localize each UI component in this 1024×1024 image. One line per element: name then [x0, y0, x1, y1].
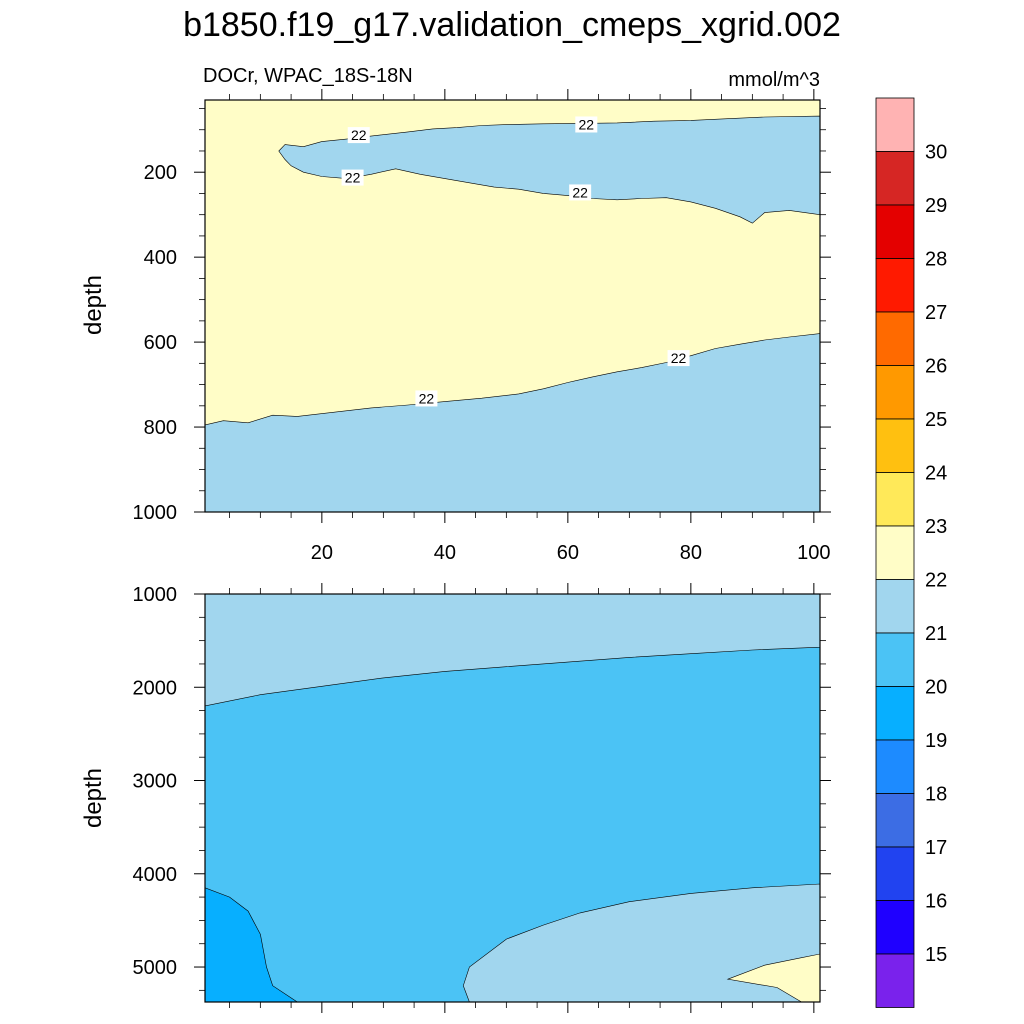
y-tick-label: 5000	[133, 957, 178, 979]
contour-label: 22	[569, 184, 592, 201]
colorbar-label: 15	[925, 944, 947, 966]
colorbar-label: 22	[925, 570, 947, 592]
y-tick-label: 3000	[133, 771, 178, 793]
y-axis-label: depth	[80, 275, 107, 335]
contour-label-text: 22	[351, 127, 367, 143]
main-title: b1850.f19_g17.validation_cmeps_xgrid.002	[183, 6, 841, 44]
colorbar-label: 17	[925, 837, 947, 859]
colorbar-box	[875, 311, 915, 366]
top-axes: 20 40 60 80 100 200 400 600 800 1000	[133, 89, 831, 564]
contour-label-text: 22	[579, 116, 595, 132]
contour-label-text: 22	[671, 350, 687, 366]
colorbar-label: 27	[925, 302, 947, 324]
colorbar-box	[875, 151, 915, 206]
contour-label-bg	[415, 390, 438, 407]
y-axis-label: depth	[80, 768, 107, 828]
colorbar-box	[875, 686, 915, 741]
colorbar-label: 25	[925, 409, 947, 431]
colorbar-box	[875, 900, 915, 955]
contour-label-bg	[575, 116, 598, 133]
contour-fill-21-22	[462, 883, 820, 1002]
plot-frame	[204, 593, 821, 1003]
contour-fill-19-20	[205, 887, 298, 1002]
x-tick-label: 40	[434, 542, 456, 564]
colorbar-box	[875, 472, 915, 527]
y-tick-label: 600	[144, 332, 177, 354]
y-tick-label: 800	[144, 417, 177, 439]
top-panel: DOCr, WPAC_18S-18N mmol/m^3 depth 222222…	[80, 65, 831, 564]
top-plot-area: 22 22 22 22 22 22	[205, 100, 820, 512]
colorbar-label: 18	[925, 784, 947, 806]
x-tick-label: 80	[680, 542, 702, 564]
contour-label-bg	[341, 169, 364, 186]
colorbar-box	[875, 739, 915, 794]
colorbar-label: 29	[925, 195, 947, 217]
contour-label-bg	[667, 350, 690, 367]
colorbar-box	[875, 365, 915, 420]
contour-fill-21-22	[205, 333, 820, 512]
contour-label-bg	[347, 127, 370, 144]
x-tick-label: 60	[557, 542, 579, 564]
bottom-plot-area	[205, 594, 820, 1002]
y-tick-label: 4000	[133, 864, 178, 886]
contour-label: 22	[347, 127, 370, 144]
x-tick-label: 100	[797, 542, 830, 564]
y-tick-label: 200	[144, 162, 177, 184]
colorbar-box	[875, 204, 915, 259]
panel-subtitle-left: DOCr, WPAC_18S-18N	[203, 65, 413, 87]
colorbar-box	[875, 579, 915, 634]
contour-label: 22	[415, 390, 438, 407]
colorbar-label: 28	[925, 249, 947, 271]
y-tick-label: 1000	[133, 584, 178, 606]
colorbar-label: 23	[925, 516, 947, 538]
colorbar-label: 30	[925, 142, 947, 164]
colorbar-label: 21	[925, 623, 947, 645]
colorbar-label: 26	[925, 356, 947, 378]
plot-frame	[204, 99, 821, 513]
colorbar-label: 16	[925, 891, 947, 913]
contour-fill-21-22	[278, 115, 820, 224]
y-tick-label: 1000	[133, 502, 178, 524]
colorbar-label: 20	[925, 677, 947, 699]
bottom-panel: depth 1000 2000 3000 4000 5000	[80, 583, 831, 1013]
y-tick-label: 2000	[133, 677, 178, 699]
colorbar-box	[875, 525, 915, 580]
contour-label-text: 22	[419, 390, 435, 406]
contour-label-text: 22	[345, 170, 361, 186]
y-tick-label: 400	[144, 247, 177, 269]
contour-label: 22	[341, 169, 364, 186]
colorbar-box	[875, 846, 915, 901]
colorbar-label: 19	[925, 730, 947, 752]
contour-label: 22	[575, 116, 598, 133]
contour-fill-22-23	[726, 953, 820, 1002]
colorbar-box	[875, 953, 915, 1008]
colorbar-box	[875, 97, 915, 152]
colorbar-box	[875, 418, 915, 473]
colorbar-label: 24	[925, 463, 947, 485]
contour-label-text: 22	[572, 184, 588, 200]
panel-subtitle-right: mmol/m^3	[728, 69, 820, 91]
colorbar: 30 29 28 27 26 25 24 23 22 21 20 19 18 17 16 15	[875, 97, 947, 1008]
contour-fill-21-22	[205, 594, 820, 707]
contour-label-bg	[569, 184, 592, 201]
colorbar-box	[875, 632, 915, 687]
x-tick-label: 20	[311, 542, 333, 564]
bottom-axes: 1000 2000 3000 4000 5000	[133, 583, 831, 1013]
colorbar-box	[875, 793, 915, 848]
colorbar-box	[875, 258, 915, 313]
contour-label: 22	[667, 350, 690, 367]
